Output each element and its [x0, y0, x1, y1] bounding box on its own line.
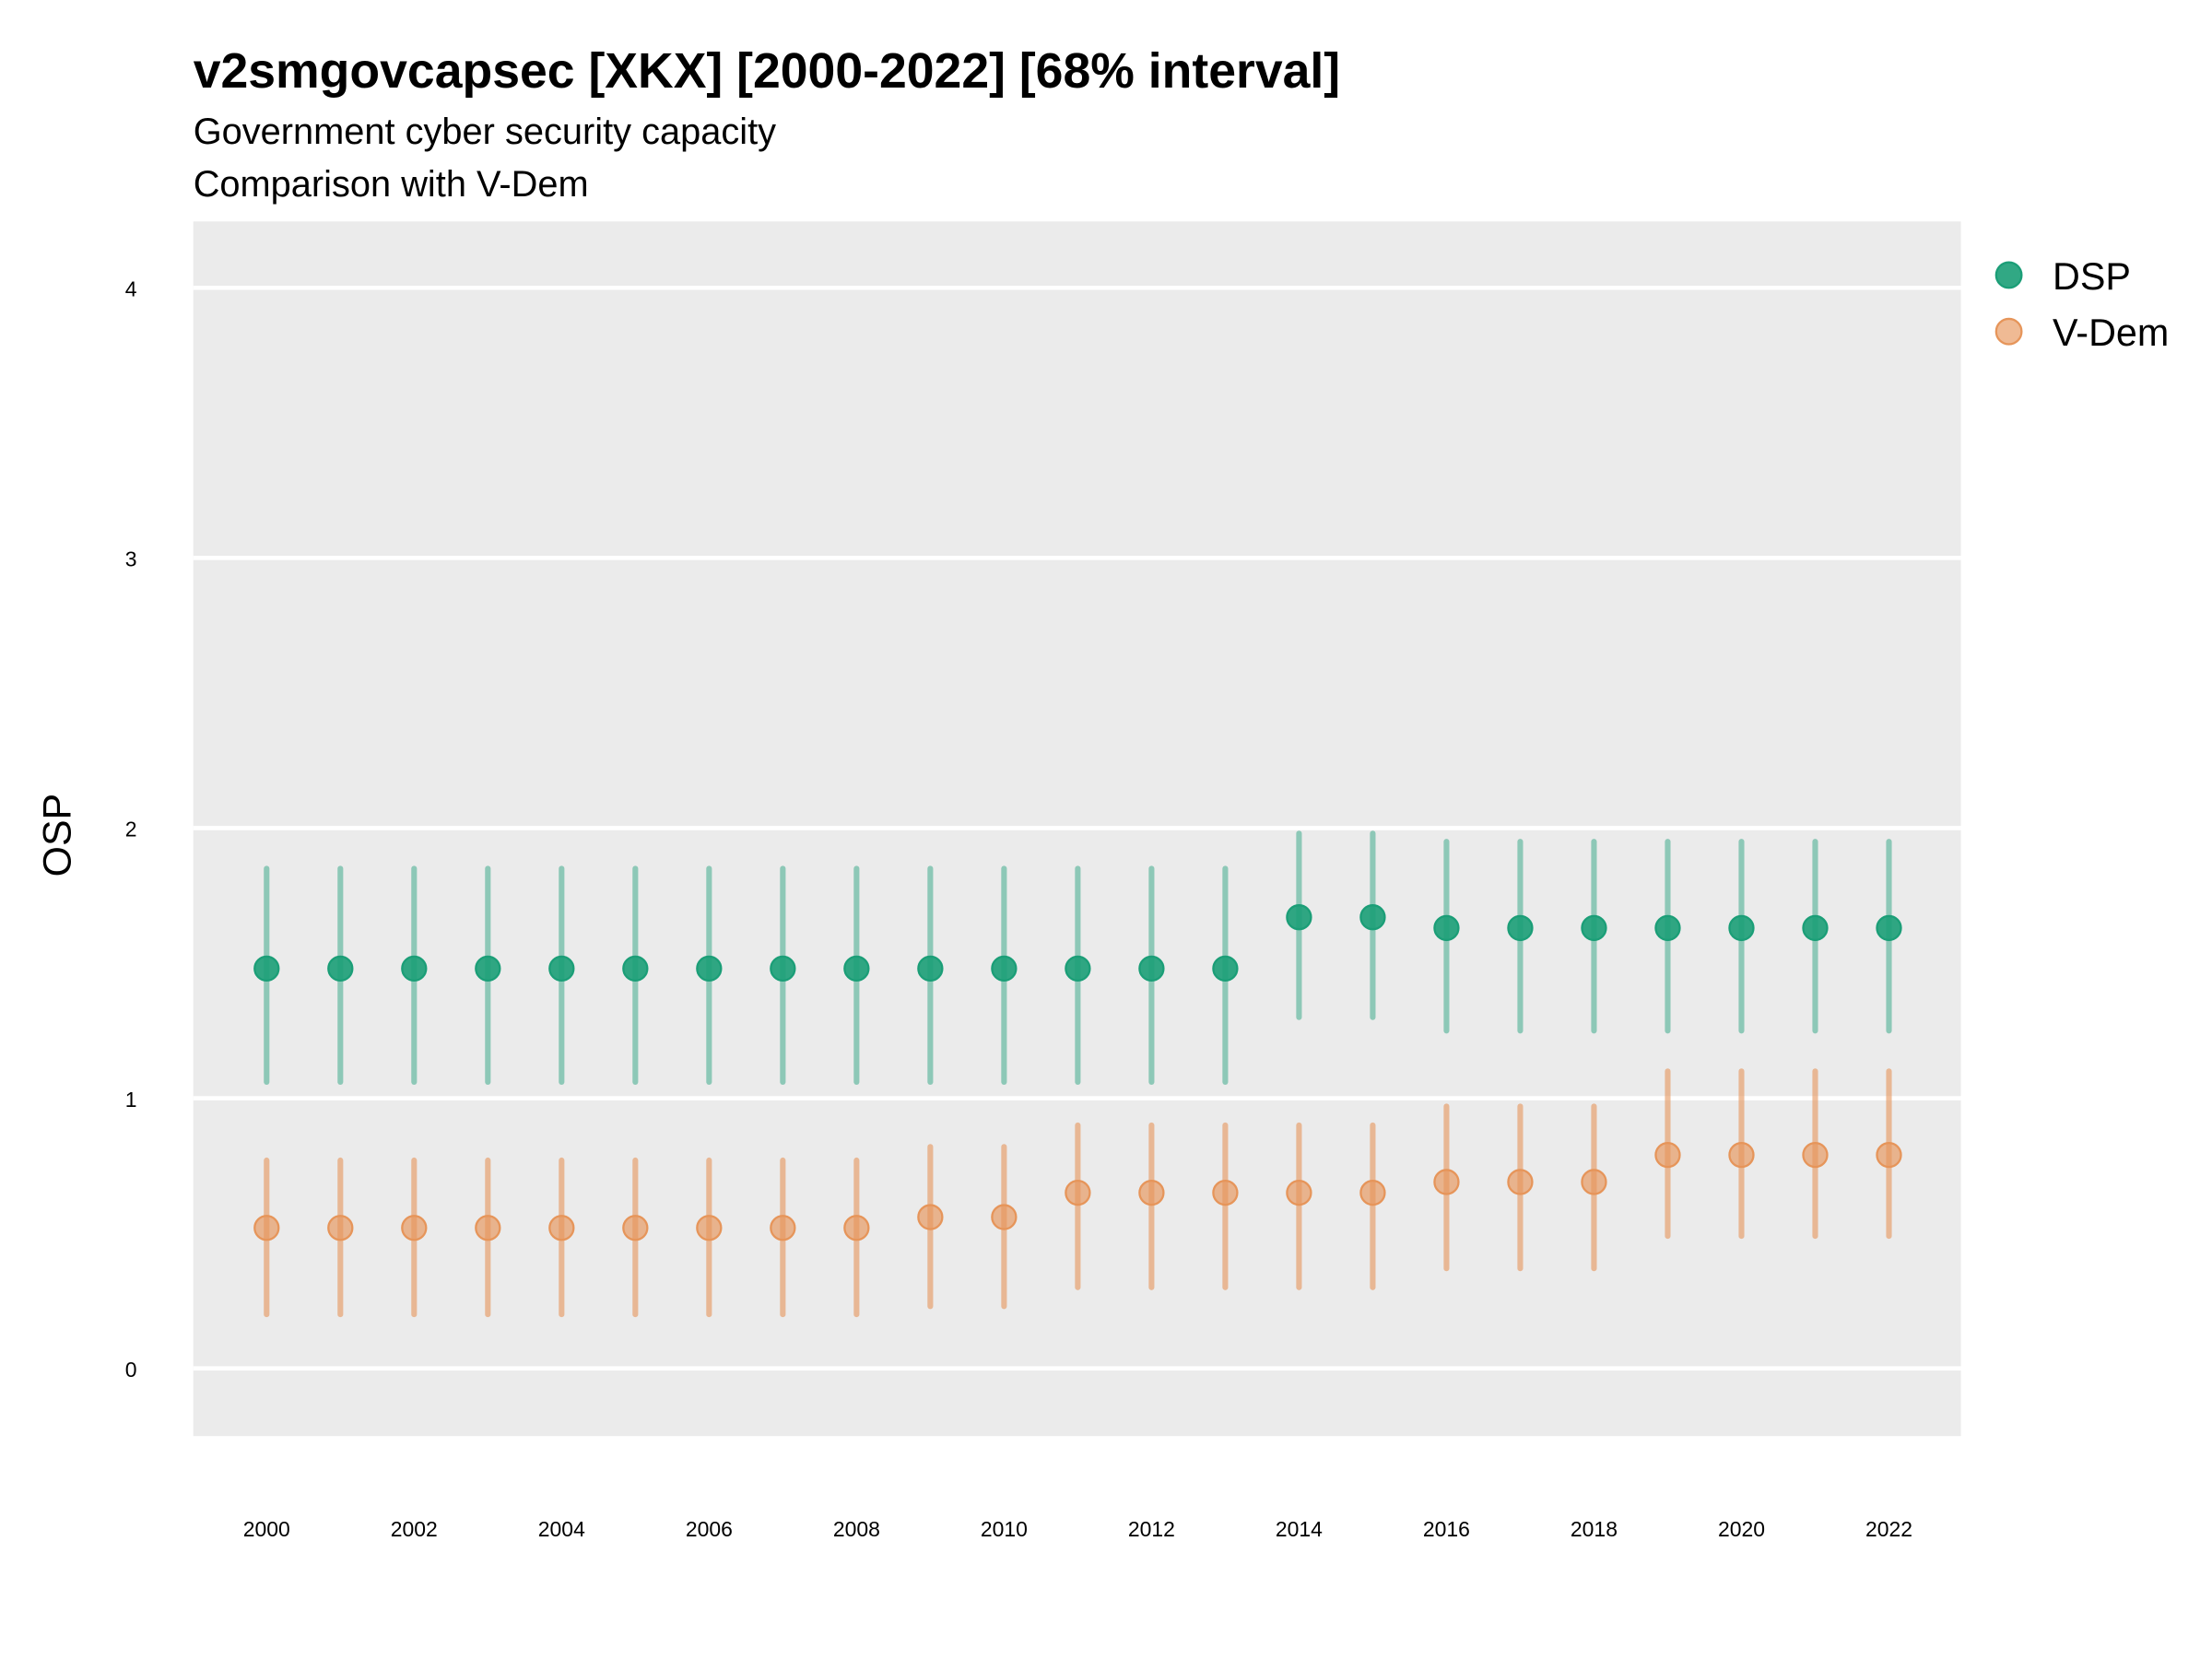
x-tick-label: 2020 [1718, 1517, 1765, 1541]
x-tick-label: 2010 [981, 1517, 1028, 1541]
data-point [1433, 1169, 1460, 1195]
data-point [1286, 904, 1312, 931]
data-point [1654, 914, 1681, 942]
data-point [1138, 1180, 1165, 1206]
x-tick-label: 2000 [243, 1517, 290, 1541]
x-tick-label: 2002 [391, 1517, 438, 1541]
data-point [1802, 914, 1829, 942]
data-point [1654, 1141, 1681, 1169]
x-tick-label: 2006 [686, 1517, 733, 1541]
data-point [991, 1204, 1018, 1230]
data-point [1581, 1169, 1607, 1195]
data-point [770, 955, 796, 982]
data-point [991, 955, 1018, 982]
data-point [1507, 914, 1534, 942]
data-point [770, 1215, 796, 1241]
data-point [1286, 1180, 1312, 1206]
legend-label: V-Dem [2053, 312, 2169, 354]
x-tick-label: 2022 [1865, 1517, 1912, 1541]
legend-label: DSP [2053, 255, 2131, 298]
y-tick-label: 2 [125, 818, 137, 841]
series-v-dem [253, 1068, 1902, 1318]
data-point [1876, 1141, 1902, 1169]
data-point [401, 1215, 428, 1241]
data-point [1802, 1141, 1829, 1169]
data-point [548, 955, 575, 982]
data-point [327, 1215, 354, 1241]
y-axis-label: OSP [36, 794, 80, 877]
data-point [843, 955, 870, 982]
data-point [327, 955, 354, 982]
data-point [1581, 914, 1607, 942]
data-point [1728, 1141, 1755, 1169]
y-tick-label: 1 [125, 1088, 137, 1112]
data-point [253, 1215, 280, 1241]
data-point [917, 1204, 944, 1230]
x-tick-label: 2016 [1423, 1517, 1470, 1541]
data-point [475, 1215, 501, 1241]
data-point [253, 955, 280, 982]
legend-marker-dsp [1994, 261, 2023, 289]
data-point [401, 955, 428, 982]
legend-marker-v-dem [1994, 317, 2023, 346]
data-point [917, 955, 944, 982]
x-tick-label: 2004 [538, 1517, 585, 1541]
data-point [1212, 1180, 1239, 1206]
y-tick-label: 4 [125, 276, 137, 300]
x-tick-label: 2018 [1571, 1517, 1618, 1541]
data-point [1065, 1180, 1091, 1206]
legend: DSP V-Dem [1994, 255, 2169, 354]
x-tick-label: 2008 [833, 1517, 880, 1541]
chart-subtitle: Government cyber security capacity [194, 112, 776, 152]
data-point [1138, 955, 1165, 982]
data-point [622, 1215, 649, 1241]
chart-title: v2smgovcapsec [XKX] [2000-2022] [68% int… [194, 44, 1340, 99]
data-point [1065, 955, 1091, 982]
data-point [475, 955, 501, 982]
y-tick-label: 3 [125, 547, 137, 571]
x-tick-label: 2014 [1276, 1517, 1323, 1541]
data-point [1359, 904, 1386, 931]
data-point [1212, 955, 1239, 982]
y-tick-label: 0 [125, 1358, 137, 1382]
data-point [696, 955, 723, 982]
chart-subtitle-2: Comparison with V-Dem [194, 164, 589, 205]
data-point [622, 955, 649, 982]
data-point [843, 1215, 870, 1241]
data-point [1433, 914, 1460, 942]
x-tick-label: 2012 [1128, 1517, 1175, 1541]
data-point [696, 1215, 723, 1241]
data-point [1359, 1180, 1386, 1206]
data-point [548, 1215, 575, 1241]
data-point [1876, 914, 1902, 942]
data-point [1728, 914, 1755, 942]
data-point [1507, 1169, 1534, 1195]
series-dsp [253, 830, 1902, 1086]
